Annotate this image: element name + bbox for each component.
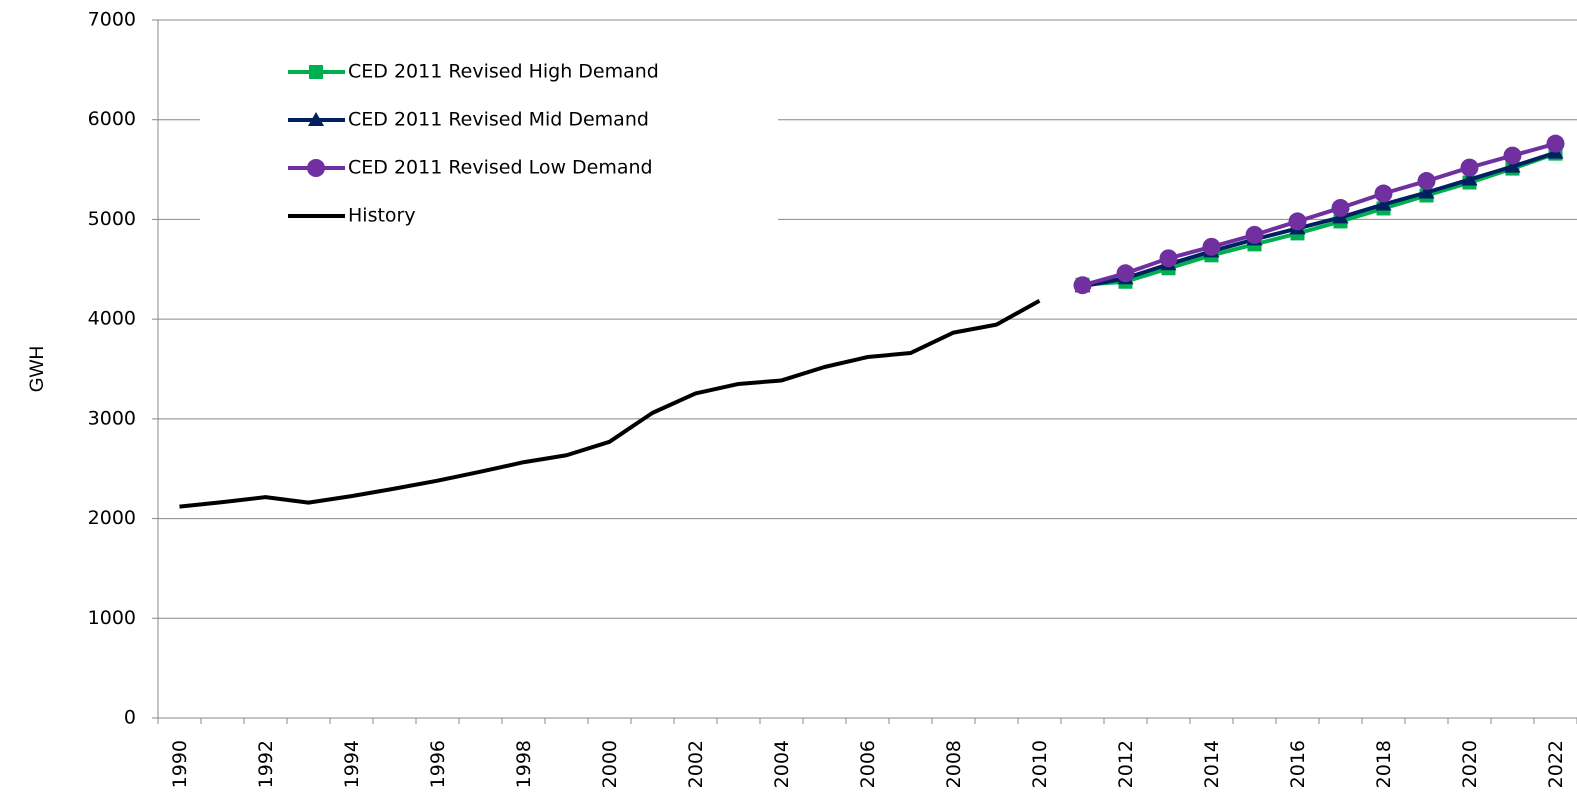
x-tick-label: 2016 xyxy=(1287,740,1309,788)
marker xyxy=(1245,225,1264,244)
legend-label: History xyxy=(348,205,416,227)
legend-box xyxy=(200,42,778,246)
y-tick-label: 2000 xyxy=(88,507,136,529)
legend-marker xyxy=(308,112,324,126)
series-line xyxy=(1082,151,1557,287)
y-tick-label: 4000 xyxy=(88,308,136,330)
legend-label: CED 2011 Revised High Demand xyxy=(348,61,659,83)
marker xyxy=(1546,134,1565,153)
x-tick-label: 2000 xyxy=(599,740,621,788)
marker xyxy=(1331,198,1350,217)
y-tick-label: 0 xyxy=(124,707,136,729)
x-tick-label: 2004 xyxy=(771,740,793,788)
legend: CED 2011 Revised High Demand CED 2011 Rev… xyxy=(200,42,778,246)
x-tick-label: 2006 xyxy=(857,740,879,788)
marker xyxy=(1374,184,1393,203)
marker xyxy=(1503,146,1522,165)
y-tick-label: 5000 xyxy=(88,208,136,230)
marker xyxy=(1417,172,1436,191)
x-tick-label: 2008 xyxy=(943,740,965,788)
legend-marker xyxy=(309,65,323,79)
x-tick-label: 2014 xyxy=(1201,740,1223,788)
series-line xyxy=(179,298,1041,509)
x-tick-label: 2020 xyxy=(1459,740,1481,788)
x-tick-label: 2002 xyxy=(685,740,707,788)
marker xyxy=(1460,158,1479,177)
y-tick-label: 3000 xyxy=(88,407,136,429)
x-tick-label: 2018 xyxy=(1373,740,1395,788)
x-tick-label: 1996 xyxy=(427,740,449,788)
marker xyxy=(1461,171,1478,186)
series-line xyxy=(1082,150,1557,289)
legend-label: CED 2011 Revised Mid Demand xyxy=(348,109,649,131)
x-tick-label: 1990 xyxy=(169,740,191,788)
x-tick-label: 2022 xyxy=(1545,740,1567,788)
x-tick-label: 1998 xyxy=(513,740,535,788)
marker xyxy=(1418,184,1435,199)
legend-label: CED 2011 Revised Low Demand xyxy=(348,157,653,179)
x-tick-label: 1994 xyxy=(341,740,363,788)
y-tick-label: 6000 xyxy=(88,108,136,130)
y-tick-label: 1000 xyxy=(88,607,136,629)
series-line xyxy=(1081,141,1557,288)
x-tick-label: 1992 xyxy=(255,740,277,788)
legend-marker xyxy=(307,159,325,177)
y-tick-label: 7000 xyxy=(88,9,136,31)
marker xyxy=(1375,196,1392,211)
y-axis-label: GWH xyxy=(27,346,48,392)
marker xyxy=(1288,212,1307,231)
marker xyxy=(1202,237,1221,256)
marker xyxy=(1116,264,1135,283)
marker xyxy=(1159,249,1178,268)
x-tick-label: 2012 xyxy=(1115,740,1137,788)
marker xyxy=(1073,276,1092,295)
x-tick-label: 2010 xyxy=(1029,740,1051,788)
marker xyxy=(1504,158,1521,173)
